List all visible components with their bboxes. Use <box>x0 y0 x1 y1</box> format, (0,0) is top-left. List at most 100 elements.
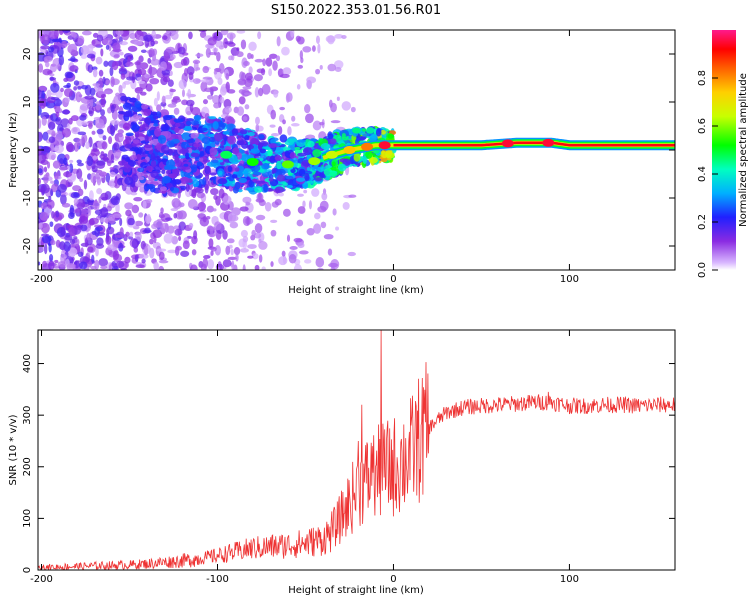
spectral-noise <box>113 94 123 105</box>
spectral-noise <box>253 232 262 239</box>
spectral-noise <box>240 39 247 50</box>
spectral-noise <box>306 227 315 236</box>
spectral-noise <box>304 259 312 264</box>
spectral-band <box>274 186 285 193</box>
spectral-noise <box>95 226 103 232</box>
spectral-band <box>131 124 140 132</box>
spectral-band <box>247 154 254 160</box>
spectral-noise <box>237 78 247 86</box>
spectral-noise <box>50 82 60 93</box>
spectral-noise <box>49 77 57 81</box>
spectral-band <box>279 134 288 143</box>
spectral-noise <box>348 194 357 198</box>
spectral-noise <box>178 202 185 208</box>
spectral-band <box>353 152 361 162</box>
spectral-noise <box>278 256 288 266</box>
spectral-noise <box>140 49 147 53</box>
spectral-noise <box>143 245 149 256</box>
spectral-band <box>192 127 197 131</box>
spectral-band <box>160 144 170 154</box>
spectral-band <box>132 139 140 144</box>
spectral-noise <box>64 235 73 241</box>
spectral-noise <box>85 141 90 150</box>
spectral-noise <box>195 53 204 58</box>
spectral-noise <box>270 219 278 224</box>
spectral-noise <box>42 131 49 141</box>
y-tick-label: 10 <box>22 96 33 109</box>
spectral-noise <box>145 83 153 92</box>
spectral-band <box>180 166 191 170</box>
spectral-noise <box>48 30 58 40</box>
spectral-noise <box>63 171 73 178</box>
spectral-noise <box>70 115 79 122</box>
spectral-noise <box>87 199 94 206</box>
spectral-noise <box>62 30 71 33</box>
spectral-noise <box>63 157 68 166</box>
spectral-noise <box>341 101 352 111</box>
spectral-noise <box>71 32 77 38</box>
spectral-noise <box>40 202 48 210</box>
spectral-noise <box>273 90 279 98</box>
spectral-noise <box>286 234 291 242</box>
spectral-noise <box>88 106 95 117</box>
spectral-noise <box>158 251 165 261</box>
spectral-noise <box>173 61 184 69</box>
spectral-band <box>181 132 191 141</box>
spectral-noise <box>302 200 306 208</box>
spectral-band <box>238 177 247 184</box>
spectral-noise <box>156 104 162 112</box>
spectral-noise <box>178 221 186 231</box>
spectral-band <box>341 132 346 139</box>
spectral-noise <box>188 222 194 229</box>
spectral-noise <box>41 34 50 45</box>
spectral-noise <box>47 199 55 210</box>
spectral-noise <box>170 31 179 40</box>
spectral-noise <box>142 229 152 234</box>
spectral-band <box>329 171 338 177</box>
x-tick-label: 100 <box>560 274 579 285</box>
snr-series-line <box>38 330 675 570</box>
spectral-noise <box>119 41 128 46</box>
spectral-noise <box>282 67 292 76</box>
spectral-noise <box>52 160 61 169</box>
spectral-band <box>124 176 134 186</box>
spectral-band <box>172 167 180 176</box>
spectral-noise <box>95 56 103 65</box>
spectral-noise <box>216 248 221 253</box>
spectral-noise <box>247 52 252 60</box>
spectral-band <box>239 129 248 135</box>
spectral-noise <box>229 221 239 229</box>
spectral-noise <box>147 67 158 76</box>
spectral-noise <box>134 254 139 262</box>
spectral-noise <box>181 89 185 98</box>
spectral-noise <box>77 162 84 167</box>
spectral-noise <box>137 80 146 85</box>
spectral-noise <box>79 208 88 215</box>
spectral-band <box>231 128 239 136</box>
spectral-noise <box>321 192 328 201</box>
spectral-noise <box>279 73 290 79</box>
spectral-noise <box>149 77 160 85</box>
spectral-noise <box>111 60 119 71</box>
spectral-noise <box>99 154 106 159</box>
spectrogram-y-ticks: -20 -10 0 10 20 <box>22 48 675 254</box>
spectral-noise <box>228 244 233 249</box>
spectral-noise <box>110 119 120 125</box>
spectral-noise <box>299 50 304 60</box>
spectral-band <box>125 132 134 137</box>
spectral-band <box>331 161 336 167</box>
spectral-band <box>306 180 315 184</box>
spectral-noise <box>297 64 303 69</box>
spectral-noise <box>127 45 138 52</box>
spectral-noise <box>40 45 50 50</box>
spectral-noise <box>330 120 341 124</box>
spectral-noise <box>81 121 89 126</box>
spectral-noise <box>254 223 263 234</box>
spectral-noise <box>164 94 173 100</box>
spectral-band <box>172 178 177 187</box>
spectral-noise <box>160 207 164 214</box>
spectral-noise <box>239 248 249 253</box>
spectral-noise <box>105 79 110 85</box>
spectral-noise <box>93 85 100 93</box>
